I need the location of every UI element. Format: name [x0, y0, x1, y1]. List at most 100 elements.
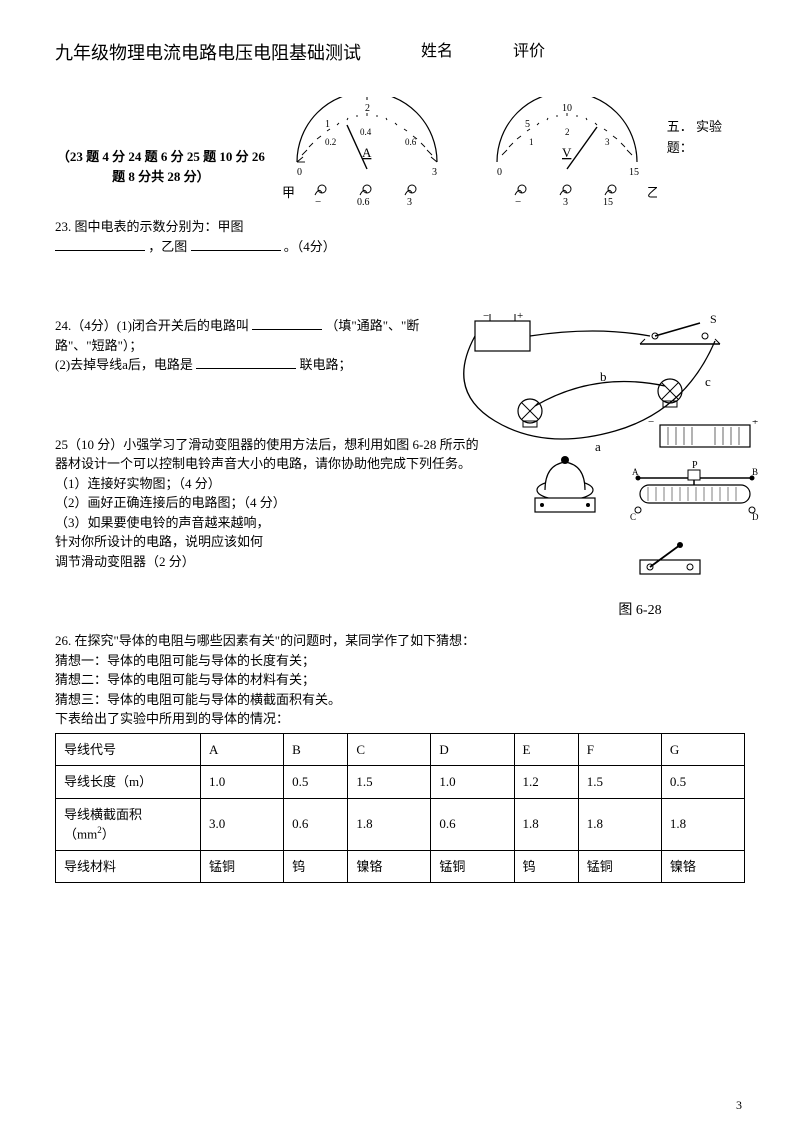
svg-text:c: c — [705, 374, 711, 389]
svg-text:0: 0 — [297, 167, 302, 178]
th-5: E — [514, 733, 578, 766]
svg-text:5: 5 — [525, 119, 530, 130]
table-row: 导线横截面积（mm2） 3.0 0.6 1.8 0.6 1.8 1.8 1.8 — [56, 798, 745, 850]
svg-text:0: 0 — [497, 167, 502, 178]
svg-text:b: b — [600, 369, 607, 384]
svg-text:S: S — [710, 312, 717, 326]
svg-text:3: 3 — [605, 137, 610, 147]
question-24: 24.（4分）(1)闭合开关后的电路叫 （填"通路"、"断路"、"短路"）； (… — [55, 316, 745, 375]
svg-text:+: + — [752, 420, 758, 428]
svg-text:C: C — [630, 512, 636, 522]
q24-line2: (2)去掉导线a后，电路是 — [55, 357, 193, 372]
svg-text:2: 2 — [365, 103, 370, 114]
svg-text:−: − — [483, 311, 489, 322]
q24-line2b: 联电路； — [299, 357, 351, 372]
cell: 1.5 — [348, 766, 431, 799]
q26-g1: 猜想一：导体的电阻可能与导体的长度有关； — [55, 651, 745, 671]
q24-blank-2[interactable] — [196, 368, 296, 369]
svg-text:乙: 乙 — [647, 185, 657, 200]
th-7: G — [661, 733, 744, 766]
svg-text:B: B — [752, 467, 758, 477]
th-0: 导线代号 — [56, 733, 201, 766]
cell: 镍铬 — [348, 850, 431, 883]
svg-text:甲: 甲 — [282, 185, 295, 200]
svg-text:V: V — [562, 145, 572, 160]
th-3: C — [348, 733, 431, 766]
q26-intro: 26. 在探究"导体的电阻与哪些因素有关"的问题时，某同学作了如下猜想： — [55, 631, 745, 651]
svg-text:−: − — [648, 420, 654, 428]
score-label: 评价 — [513, 40, 545, 67]
q26-table-intro: 下表给出了实验中所用到的导体的情况： — [55, 709, 745, 729]
cell: 1.8 — [578, 798, 661, 850]
cell: 1.0 — [431, 766, 514, 799]
q23-prefix: 23. 图中电表的示数分别为：甲图 — [55, 219, 244, 234]
svg-text:A: A — [362, 145, 372, 160]
svg-text:3: 3 — [407, 197, 412, 207]
q24-blank-1[interactable] — [252, 329, 322, 330]
voltmeter-icon: 0 5 10 15 1 2 3 V − 3 15 乙 — [477, 97, 657, 207]
row0-label: 导线长度（m） — [56, 766, 201, 799]
cell: 1.5 — [578, 766, 661, 799]
meter-figures: 0 1 2 3 0.2 0.4 0.6 A − 0.6 3 甲 — [277, 97, 657, 207]
page-number: 3 — [736, 1096, 742, 1114]
svg-text:0.6: 0.6 — [357, 197, 370, 207]
question-23: 23. 图中电表的示数分别为：甲图 ，乙图 。（4分） — [55, 217, 745, 256]
svg-text:1: 1 — [529, 137, 534, 147]
q26-g3: 猜想三：导体的电阻可能与导体的横截面积有关。 — [55, 690, 745, 710]
q25-l6: 调节滑动变阻器（2 分） — [55, 552, 485, 572]
svg-text:0.6: 0.6 — [405, 137, 417, 147]
section-five: （23 题 4 分 24 题 6 分 25 题 10 分 26 题 8 分共 2… — [55, 97, 745, 207]
th-4: D — [431, 733, 514, 766]
cell: 1.0 — [201, 766, 284, 799]
cell: 1.8 — [661, 798, 744, 850]
apparatus-figure: −+ P AB CD — [520, 420, 760, 622]
table-row: 导线长度（m） 1.0 0.5 1.5 1.0 1.2 1.5 0.5 — [56, 766, 745, 799]
apparatus-icon: −+ P AB CD — [520, 420, 760, 590]
svg-text:15: 15 — [629, 167, 639, 178]
q23-suffix: 。（4分） — [284, 239, 336, 254]
q24-line1: 24.（4分）(1)闭合开关后的电路叫 — [55, 318, 249, 333]
svg-text:0.2: 0.2 — [325, 137, 336, 147]
cell: 锰铜 — [201, 850, 284, 883]
q23-blank-2[interactable] — [191, 250, 281, 251]
cell: 0.6 — [431, 798, 514, 850]
svg-text:D: D — [752, 512, 759, 522]
q25-l2: （1）连接好实物图；（4 分） — [55, 474, 485, 494]
q25-l5: 针对你所设计的电路，说明应该如何 — [55, 532, 485, 552]
data-table: 导线代号 A B C D E F G 导线长度（m） 1.0 0.5 1.5 1… — [55, 733, 745, 884]
svg-text:15: 15 — [603, 197, 613, 207]
cell: 0.5 — [284, 766, 348, 799]
svg-text:−: − — [315, 196, 321, 207]
cell: 镍铬 — [661, 850, 744, 883]
svg-text:3: 3 — [563, 197, 568, 207]
cell: 0.6 — [284, 798, 348, 850]
cell: 钨 — [284, 850, 348, 883]
page-header: 九年级物理电流电路电压电阻基础测试 姓名 评价 — [55, 40, 745, 67]
score-note: （23 题 4 分 24 题 6 分 25 题 10 分 26 题 8 分共 2… — [55, 147, 267, 186]
svg-text:2: 2 — [565, 127, 570, 137]
q23-blank-1[interactable] — [55, 250, 145, 251]
section-number: 五． — [667, 119, 693, 134]
th-2: B — [284, 733, 348, 766]
question-25: 25（10 分）小强学习了滑动变阻器的使用方法后，想利用如图 6-28 所示的器… — [55, 435, 745, 572]
question-26: 26. 在探究"导体的电阻与哪些因素有关"的问题时，某同学作了如下猜想： 猜想一… — [55, 631, 745, 883]
row1-label: 导线横截面积（mm2） — [56, 798, 201, 850]
table-row: 导线材料 锰铜 钨 镍铬 锰铜 钨 锰铜 镍铬 — [56, 850, 745, 883]
svg-text:+: + — [517, 311, 523, 322]
q25-l3: （2）画好正确连接后的电路图；（4 分） — [55, 493, 485, 513]
cell: 3.0 — [201, 798, 284, 850]
th-1: A — [201, 733, 284, 766]
svg-text:−: − — [515, 196, 521, 207]
q23-mid: ，乙图 — [148, 239, 187, 254]
exam-title: 九年级物理电流电路电压电阻基础测试 — [55, 40, 361, 67]
cell: 锰铜 — [578, 850, 661, 883]
cell: 0.5 — [661, 766, 744, 799]
svg-text:1: 1 — [325, 119, 330, 130]
svg-text:0.4: 0.4 — [360, 127, 372, 137]
th-6: F — [578, 733, 661, 766]
section-label: 五． 实验题： — [667, 117, 745, 159]
svg-text:A: A — [632, 467, 639, 477]
cell: 锰铜 — [431, 850, 514, 883]
cell: 钨 — [514, 850, 578, 883]
name-label: 姓名 — [421, 40, 453, 67]
